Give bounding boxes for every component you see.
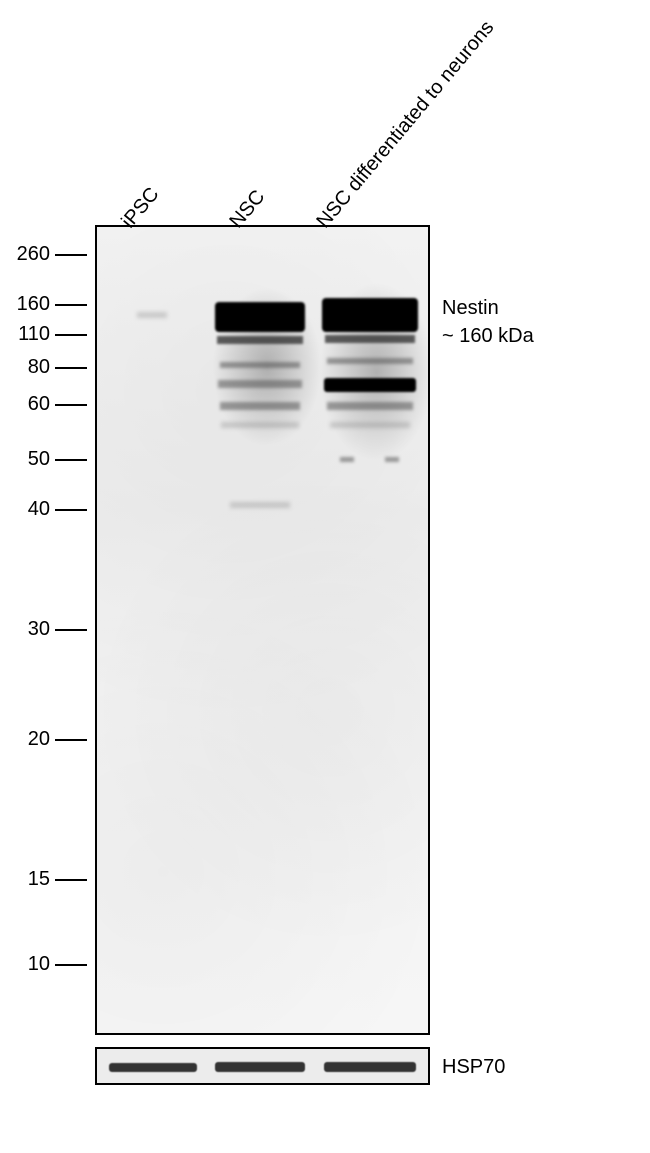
band-nsc	[220, 362, 300, 368]
mw-tick	[55, 367, 87, 369]
mw-label: 60	[10, 393, 50, 416]
band-nscdiff	[330, 422, 410, 428]
mw-label: 80	[10, 356, 50, 379]
mw-tick	[55, 879, 87, 881]
hsp70-band-nscdiff	[324, 1062, 416, 1072]
band-nsc	[221, 422, 299, 428]
mw-label: 50	[10, 448, 50, 471]
mw-tick	[55, 629, 87, 631]
mw-label: 10	[10, 953, 50, 976]
loading-control-label: HSP70	[442, 1056, 505, 1079]
loading-blot	[95, 1047, 430, 1085]
mw-tick	[55, 404, 87, 406]
main-blot	[95, 225, 430, 1035]
mw-tick	[55, 304, 87, 306]
mw-label: 30	[10, 618, 50, 641]
western-blot-figure: 2601601108060504030201510 iPSC NSC NSC d…	[0, 0, 650, 1153]
band-nscdiff-dot	[385, 457, 399, 462]
mw-tick	[55, 254, 87, 256]
mw-label: 20	[10, 728, 50, 751]
mw-tick	[55, 509, 87, 511]
band-nscdiff-dot	[340, 457, 354, 462]
mw-tick	[55, 459, 87, 461]
protein-name-label: Nestin	[442, 297, 499, 320]
band-nscdiff	[325, 335, 415, 343]
mw-tick	[55, 334, 87, 336]
band-nscdiff-nestin	[322, 298, 418, 332]
mw-tick	[55, 739, 87, 741]
mw-tick	[55, 964, 87, 966]
hsp70-band-nsc	[215, 1062, 305, 1072]
band-nscdiff	[324, 378, 416, 392]
mw-label: 40	[10, 498, 50, 521]
mw-label: 160	[10, 293, 50, 316]
mw-label: 15	[10, 868, 50, 891]
band-nscdiff	[327, 402, 413, 410]
band-ipsc	[137, 312, 167, 318]
protein-mw-label: ~ 160 kDa	[442, 325, 534, 348]
mw-label: 110	[10, 323, 50, 346]
band-nsc	[217, 336, 303, 344]
lane-label-nscdiff: NSC differentiated to neurons	[312, 17, 499, 233]
band-nsc	[220, 402, 300, 410]
mw-label: 260	[10, 243, 50, 266]
band-nsc	[218, 380, 302, 388]
hsp70-band-ipsc	[109, 1063, 197, 1072]
band-nsc-nestin	[215, 302, 305, 332]
band-nsc	[230, 502, 290, 508]
band-nscdiff	[327, 358, 413, 364]
